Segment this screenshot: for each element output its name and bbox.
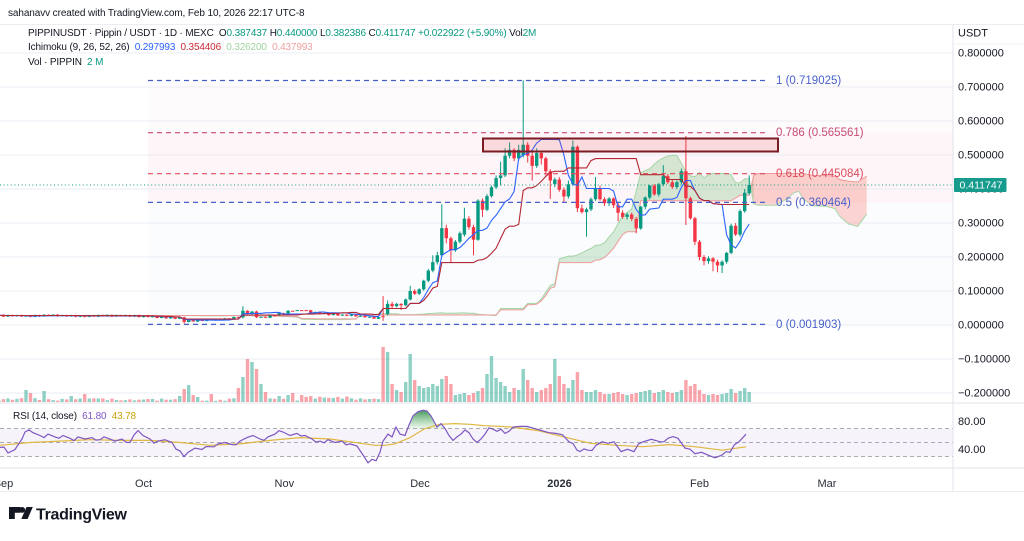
svg-text:0.000000: 0.000000 (958, 320, 1004, 332)
svg-text:Feb: Feb (690, 478, 709, 490)
svg-text:0.600000: 0.600000 (958, 116, 1004, 128)
svg-text:0.500000: 0.500000 (958, 150, 1004, 162)
svg-text:0.5 (0.360464): 0.5 (0.360464) (776, 197, 851, 209)
svg-text:0.786 (0.565561): 0.786 (0.565561) (776, 127, 864, 139)
svg-text:−0.200000: −0.200000 (958, 388, 1010, 400)
svg-text:0.411747: 0.411747 (960, 180, 1003, 192)
svg-text:40.00: 40.00 (958, 444, 986, 456)
svg-text:Oct: Oct (135, 478, 152, 490)
svg-text:0 (0.001903): 0 (0.001903) (776, 319, 841, 331)
svg-text:0.800000: 0.800000 (958, 48, 1004, 60)
svg-text:Nov: Nov (275, 478, 295, 490)
svg-text:1 (0.719025): 1 (0.719025) (776, 75, 841, 87)
svg-text:0.300000: 0.300000 (958, 218, 1004, 230)
svg-text:0.200000: 0.200000 (958, 252, 1004, 264)
svg-text:80.00: 80.00 (958, 416, 986, 428)
svg-text:Dec: Dec (410, 478, 430, 490)
svg-text:TradingView: TradingView (36, 507, 128, 524)
svg-text:Mar: Mar (818, 478, 837, 490)
svg-text:0.700000: 0.700000 (958, 82, 1004, 94)
svg-text:USDT: USDT (958, 28, 988, 40)
svg-text:0.618 (0.445084): 0.618 (0.445084) (776, 168, 864, 180)
svg-text:0.100000: 0.100000 (958, 286, 1004, 298)
svg-text:Sep: Sep (0, 478, 13, 490)
svg-text:2026: 2026 (547, 478, 571, 490)
svg-text:−0.100000: −0.100000 (958, 354, 1010, 366)
